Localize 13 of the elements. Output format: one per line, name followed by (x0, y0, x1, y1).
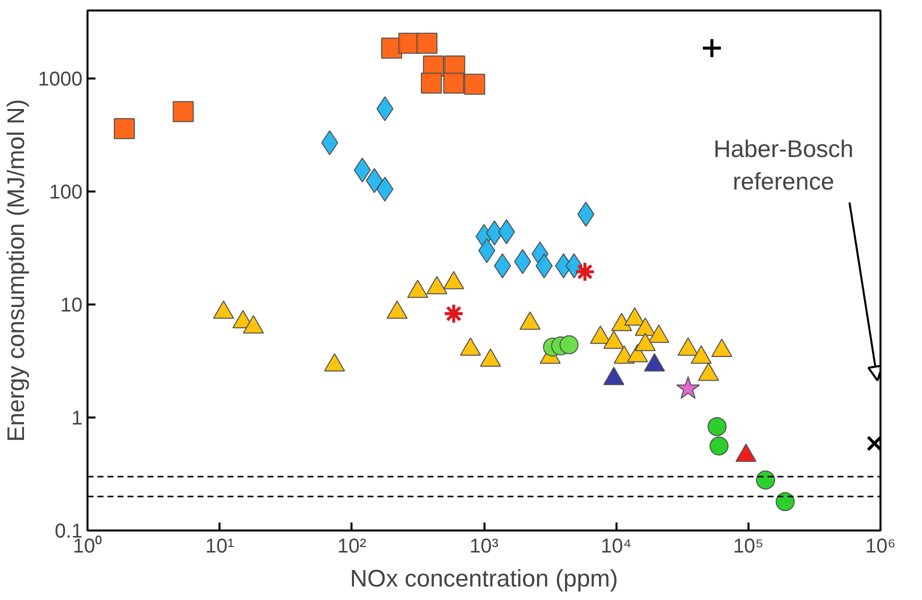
y-tick-label: 10 (60, 294, 83, 317)
x-tick-label: 10⁶ (865, 536, 896, 558)
x-tick-label: 10² (337, 536, 367, 558)
x-tick-label: 10⁵ (733, 536, 764, 558)
y-tick-label: 1 (71, 408, 82, 430)
y-tick-label: 100 (49, 182, 83, 204)
y-axis-title: Energy consumption (MJ/mol N) (3, 99, 30, 442)
x-tick-label: 10⁴ (600, 536, 632, 558)
y-tick-label: 1000 (38, 68, 83, 91)
x-axis-title: NOx concentration (ppm) (350, 566, 618, 592)
x-tick-label: 10¹ (205, 536, 234, 558)
x-tick-label: 10³ (470, 536, 499, 558)
annotation: Haber-Bosch reference (713, 136, 854, 196)
